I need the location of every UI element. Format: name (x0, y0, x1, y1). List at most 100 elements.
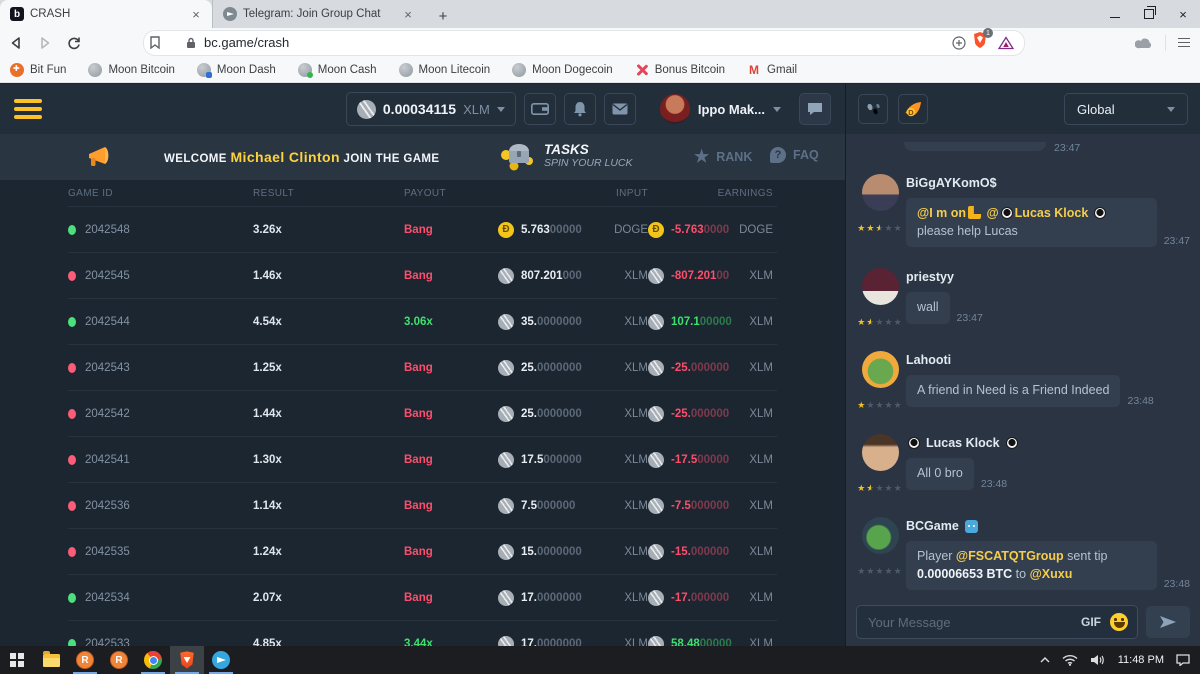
tab-close-icon[interactable]: × (192, 6, 200, 22)
url-text[interactable]: bc.game/crash (204, 35, 290, 50)
bat-rewards-icon[interactable] (998, 35, 1014, 50)
brave-icon (180, 651, 194, 669)
back-icon (11, 36, 20, 49)
table-row[interactable]: 2042536 1.14x Bang 7.5000000 XLM -7.50000… (68, 482, 777, 528)
bookmark-bonus-bitcoin[interactable]: Bonus Bitcoin (635, 63, 725, 77)
forward-button[interactable] (32, 31, 58, 55)
timestamp: 23:47 (1054, 142, 1081, 154)
reload-button[interactable] (61, 31, 87, 55)
bookmark-moon-dash[interactable]: Moon Dash (196, 62, 276, 78)
wallet-button[interactable] (523, 93, 556, 125)
channel-dropdown[interactable]: Global (1064, 93, 1188, 125)
chat-username[interactable]: BiGgAYKomO$ (906, 176, 997, 190)
new-tab-button[interactable]: + (438, 7, 448, 25)
user-menu[interactable]: Ippo Mak... (659, 94, 781, 124)
coin-icon (498, 267, 514, 284)
bookmark-moon-dogecoin[interactable]: Moon Dogecoin (512, 62, 613, 77)
avatar[interactable] (861, 351, 899, 388)
minimize-button[interactable] (1098, 0, 1132, 28)
bcgame-favicon (10, 7, 24, 21)
back-button[interactable] (3, 31, 29, 55)
coin-icon (498, 497, 514, 514)
app-r2-button[interactable] (102, 646, 136, 674)
chat-username[interactable]: BCGame (906, 519, 959, 533)
bookmark-moon-litecoin[interactable]: Moon Litecoin (398, 62, 490, 77)
table-row[interactable]: 2042542 1.44x Bang 25.0000000 XLM -25.000… (68, 390, 777, 436)
table-row[interactable]: 2042544 4.54x 3.06x 35.0000000 XLM 107.10… (68, 298, 777, 344)
close-button[interactable]: × (1179, 6, 1187, 22)
brave-button[interactable] (170, 646, 204, 674)
avatar[interactable] (861, 434, 899, 471)
chat-username[interactable]: Lahooti (906, 353, 952, 367)
timestamp: 23:47 (956, 311, 983, 324)
soccer-ball-icon (1000, 207, 1013, 219)
bookmark-moon-bitcoin[interactable]: Moon Bitcoin (88, 62, 175, 77)
file-explorer-button[interactable] (34, 646, 68, 674)
gif-button[interactable]: GIF (1081, 615, 1101, 629)
rank-button[interactable]: RANK (694, 147, 752, 167)
tab-close-icon[interactable]: × (404, 6, 412, 22)
chat-username[interactable]: Lucas Klock (926, 436, 1000, 450)
payout-value: Bang (404, 269, 433, 282)
start-button[interactable] (0, 646, 34, 674)
browser-toolbar: bc.game/crash 1 (0, 28, 1200, 57)
notifications-button[interactable] (563, 93, 596, 125)
payout-value: Bang (404, 453, 433, 466)
wifi-icon[interactable] (1062, 654, 1078, 666)
message-inputbox[interactable]: GIF (856, 605, 1138, 639)
coin-icon (648, 405, 664, 422)
sync-cloud-icon[interactable] (1135, 37, 1153, 49)
address-bar[interactable]: bc.game/crash 1 (143, 28, 1025, 56)
table-row[interactable]: 2042545 1.46x Bang 807.201000 XLM -807.20… (68, 252, 777, 298)
avatar[interactable] (861, 517, 899, 554)
rain-button[interactable] (858, 94, 888, 124)
coin-icon (498, 313, 514, 330)
coin-drop-button[interactable]: D (898, 94, 928, 124)
faq-button[interactable]: ? FAQ (770, 147, 819, 163)
status-dot (68, 592, 76, 603)
tray-chevron-icon[interactable] (1040, 657, 1050, 663)
chat-bubble: Player @FSCATQTGroup sent tip 0.00006653… (906, 541, 1157, 590)
chat-bubble: @I m on @ Lucas Klock please help Lucas (906, 198, 1157, 247)
avatar[interactable] (861, 268, 899, 305)
telegram-button[interactable] (204, 646, 238, 674)
table-row[interactable]: 2042543 1.25x Bang 25.0000000 XLM -25.000… (68, 344, 777, 390)
chat-toggle-button[interactable] (799, 93, 831, 125)
restore-button[interactable] (1132, 0, 1166, 28)
table-row[interactable]: 2042534 2.07x Bang 17.0000000 XLM -17.000… (68, 574, 777, 620)
brave-shield-button[interactable]: 1 (972, 28, 993, 54)
send-button[interactable] (1146, 606, 1190, 638)
bonus-bitcoin-icon (635, 63, 649, 77)
tab-telegram[interactable]: Telegram: Join Group Chat × (212, 0, 424, 28)
avatar[interactable] (861, 174, 899, 211)
plus-circle-icon[interactable] (952, 35, 966, 50)
join-the-game-link[interactable]: JOIN THE GAME (343, 153, 440, 165)
telegram-icon (212, 651, 230, 669)
action-center-icon[interactable] (1176, 654, 1190, 666)
browser-menu-button[interactable] (1178, 35, 1190, 49)
star-rating: ★★★★★★ (857, 317, 902, 327)
clock[interactable]: 11:48 PM (1117, 654, 1164, 666)
chrome-button[interactable] (136, 646, 170, 674)
status-dot (68, 270, 76, 281)
app-r1-button[interactable] (68, 646, 102, 674)
tab-crash[interactable]: CRASH × (0, 0, 212, 28)
hamburger-menu[interactable] (14, 95, 42, 123)
table-row[interactable]: 2042541 1.30x Bang 17.5000000 XLM -17.500… (68, 436, 777, 482)
wallet-icon (530, 102, 549, 115)
tasks-button[interactable]: TASKS SPIN YOUR LUCK (500, 139, 633, 171)
message-input[interactable] (866, 613, 1072, 631)
balance-dropdown[interactable]: 0.00034115 XLM (345, 92, 516, 126)
volume-icon[interactable] (1090, 654, 1106, 666)
emoji-button[interactable] (1110, 613, 1128, 631)
bookmark-icon[interactable] (150, 36, 160, 49)
bookmark-gmail[interactable]: Gmail (747, 63, 797, 77)
chat-bubble: wall (906, 292, 950, 324)
bookmark-bitfun[interactable]: Bit Fun (10, 62, 66, 77)
table-row[interactable]: 2042535 1.24x Bang 15.0000000 XLM -15.000… (68, 528, 777, 574)
chat-username[interactable]: priestyy (906, 270, 954, 284)
bookmark-moon-cash[interactable]: Moon Cash (297, 62, 377, 78)
messages-button[interactable] (603, 93, 636, 125)
